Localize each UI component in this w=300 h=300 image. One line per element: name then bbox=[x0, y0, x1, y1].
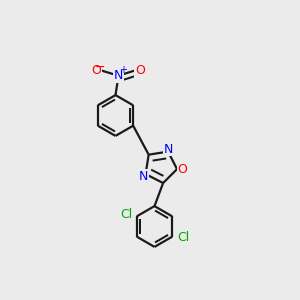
Text: O: O bbox=[178, 163, 188, 176]
Text: Cl: Cl bbox=[120, 208, 133, 221]
Text: O: O bbox=[92, 64, 101, 77]
Text: −: − bbox=[95, 61, 106, 74]
Text: +: + bbox=[119, 65, 127, 75]
Text: N: N bbox=[164, 143, 173, 156]
Text: N: N bbox=[139, 170, 148, 183]
Text: Cl: Cl bbox=[177, 231, 190, 244]
Text: O: O bbox=[135, 64, 145, 77]
Text: N: N bbox=[114, 69, 123, 82]
